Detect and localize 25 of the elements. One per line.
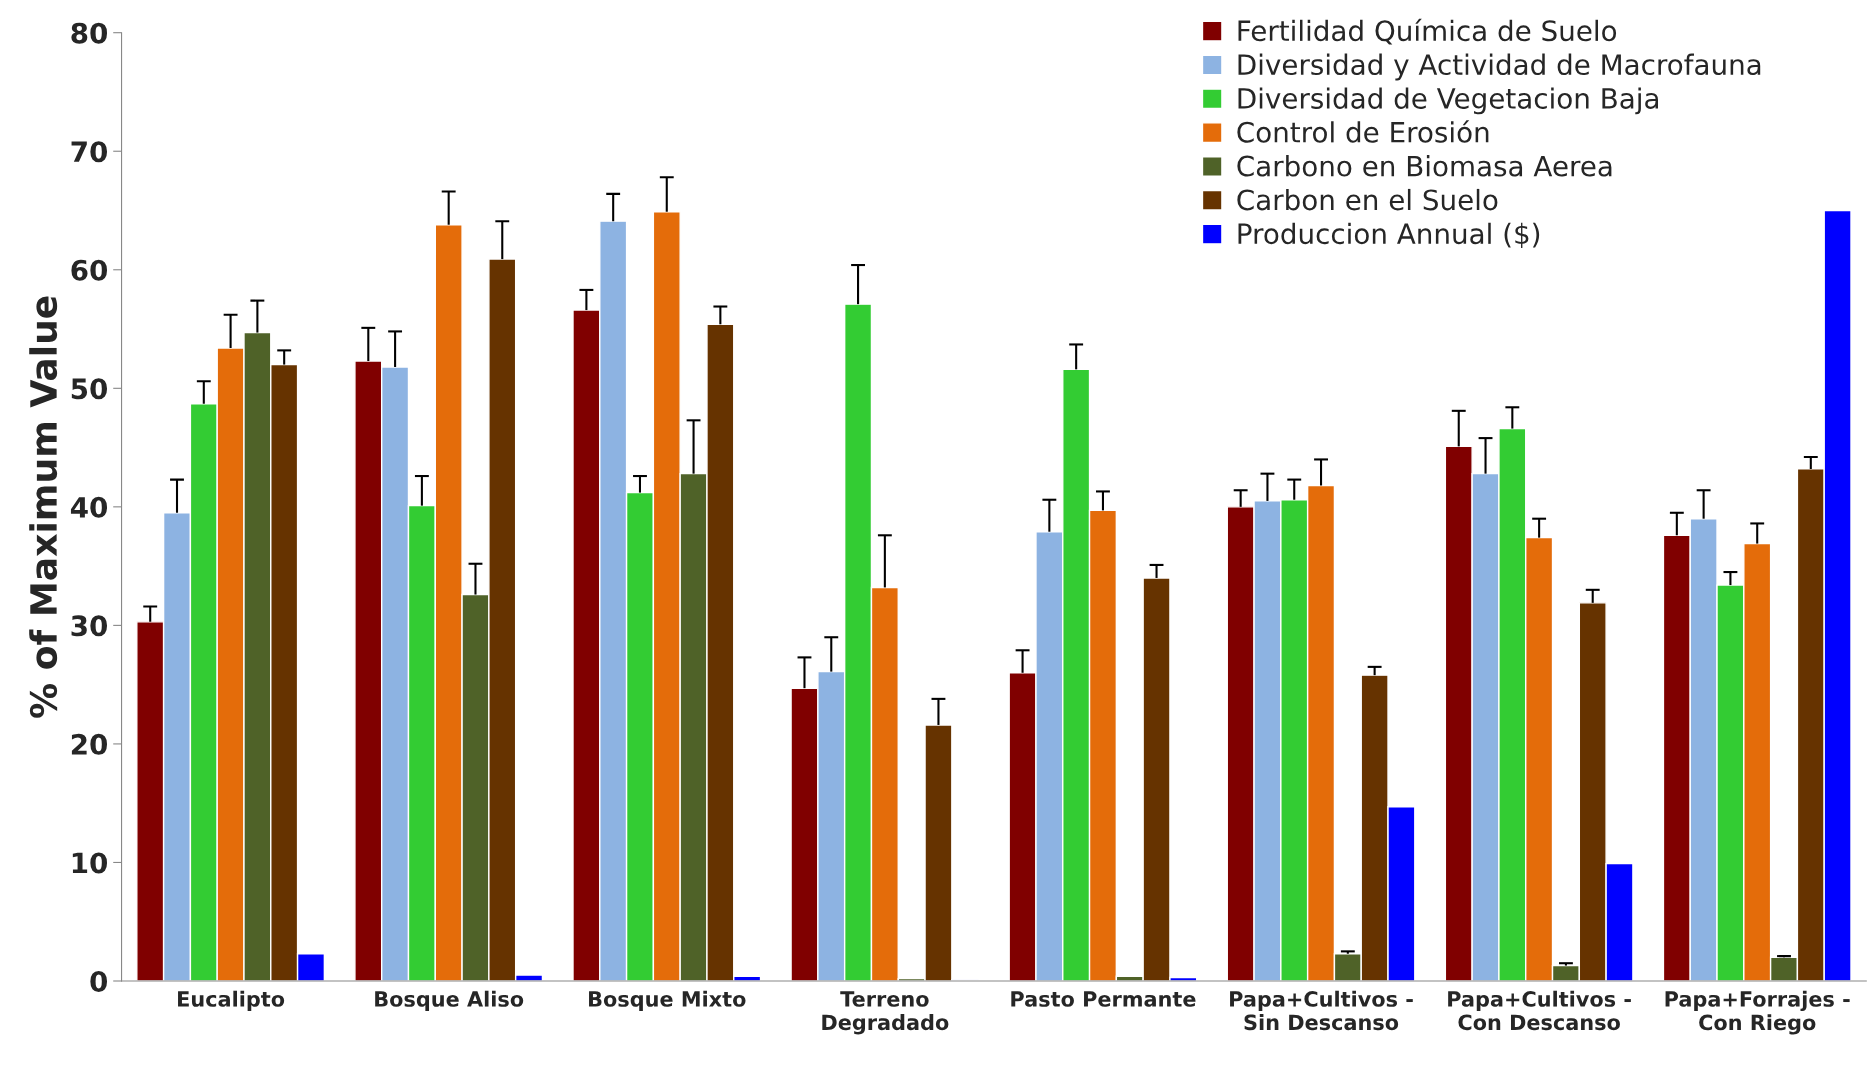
y-tick-label: 50 (71, 378, 108, 400)
y-tick-label: 10 (72, 852, 108, 874)
x-tick-label: Papa+Forrajes - Con Riego (1665, 990, 1850, 1035)
legend-label: Diversidad y Actividad de Macrofauna (1238, 53, 1761, 81)
legend-label: Carbono en Biomasa Aerea (1237, 155, 1612, 177)
y-tick-label: 60 (71, 259, 108, 281)
y-tick-label: 0 (90, 970, 108, 992)
y-tick-label: 70 (71, 141, 108, 163)
x-tick-label: Pasto Permante (1011, 991, 1196, 1007)
y-tick-label: 40 (70, 496, 108, 518)
legend-label: Carbon en el Suelo (1237, 188, 1498, 211)
x-tick-label: Bosque Mixto (589, 990, 746, 1011)
x-tick-label: Terreno Degradado (822, 991, 949, 1035)
y-axis-title: % of Maximum Value (29, 296, 58, 718)
x-tick-label: Papa+Cultivos - Sin Descanso (1230, 990, 1413, 1031)
legend-label: Produccion Annual ($) (1238, 222, 1540, 248)
legend-label: Control de Erosión (1237, 120, 1489, 143)
y-tick-label: 20 (71, 733, 108, 755)
x-tick-label: Eucalipto (178, 990, 285, 1011)
x-tick-label: Papa+Cultivos - Con Descanso (1448, 990, 1631, 1031)
y-tick-label: 30 (71, 615, 108, 637)
y-tick-label: 80 (71, 22, 108, 44)
x-tick-label: Bosque Aliso (375, 990, 524, 1011)
legend-label: Diversidad de Vegetacion Baja (1238, 87, 1659, 115)
legend-label: Fertilidad Química de Suelo (1238, 18, 1617, 45)
